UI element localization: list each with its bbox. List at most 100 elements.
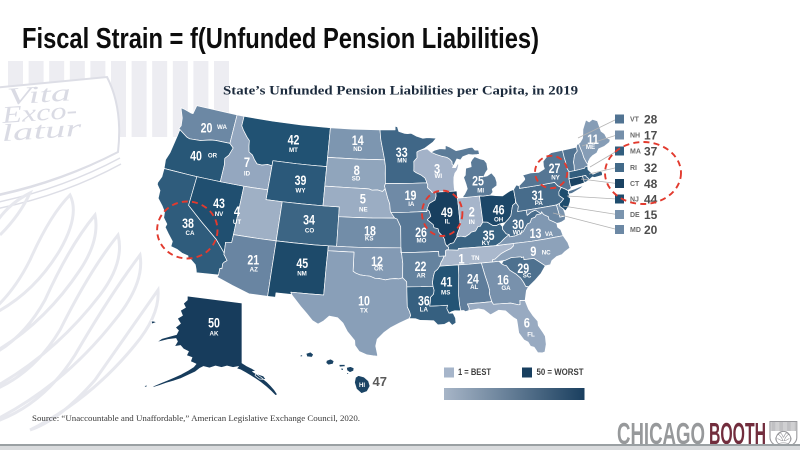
svg-text:8: 8 bbox=[354, 162, 360, 178]
svg-text:SC: SC bbox=[523, 273, 532, 280]
svg-text:41: 41 bbox=[441, 273, 453, 289]
svg-text:29: 29 bbox=[517, 260, 529, 276]
svg-text:20: 20 bbox=[201, 120, 213, 136]
svg-text:10: 10 bbox=[358, 293, 370, 309]
svg-text:12: 12 bbox=[371, 253, 383, 269]
svg-text:Fiscal Strain = f(Unfunded Pen: Fiscal Strain = f(Unfunded Pension Liabi… bbox=[22, 23, 539, 55]
svg-text:TX: TX bbox=[360, 308, 369, 315]
svg-text:IL: IL bbox=[445, 219, 451, 226]
svg-text:KY: KY bbox=[482, 240, 491, 247]
svg-text:ME: ME bbox=[586, 144, 595, 151]
svg-text:LA: LA bbox=[420, 306, 429, 313]
svg-text:MN: MN bbox=[397, 158, 407, 165]
svg-text:20: 20 bbox=[644, 223, 658, 237]
svg-text:11: 11 bbox=[587, 131, 599, 147]
svg-text:15: 15 bbox=[644, 208, 658, 222]
svg-text:34: 34 bbox=[303, 212, 315, 228]
svg-text:HI: HI bbox=[359, 383, 365, 389]
svg-text:16: 16 bbox=[497, 271, 509, 287]
svg-text:IN: IN bbox=[469, 219, 476, 226]
svg-text:AK: AK bbox=[210, 331, 219, 338]
svg-text:17: 17 bbox=[644, 129, 658, 143]
svg-text:PA: PA bbox=[535, 200, 544, 207]
svg-text:NY: NY bbox=[551, 175, 560, 182]
svg-text:19: 19 bbox=[405, 187, 417, 203]
svg-text:MA: MA bbox=[630, 149, 641, 156]
svg-text:NV: NV bbox=[215, 211, 224, 218]
svg-text:36: 36 bbox=[418, 293, 430, 309]
svg-text:22: 22 bbox=[415, 258, 427, 274]
svg-text:MT: MT bbox=[289, 147, 298, 154]
svg-text:MD: MD bbox=[630, 227, 641, 234]
svg-text:42: 42 bbox=[288, 132, 300, 148]
svg-text:Source: “Unaccountable and Una: Source: “Unaccountable and Unaffordable,… bbox=[32, 413, 360, 423]
svg-text:26: 26 bbox=[415, 224, 427, 240]
svg-text:14: 14 bbox=[352, 132, 364, 148]
svg-text:WY: WY bbox=[296, 188, 307, 195]
svg-text:49: 49 bbox=[441, 204, 453, 220]
svg-text:2: 2 bbox=[469, 204, 475, 220]
svg-text:25: 25 bbox=[472, 172, 484, 188]
svg-text:32: 32 bbox=[644, 161, 658, 175]
svg-text:18: 18 bbox=[364, 222, 376, 238]
svg-text:WV: WV bbox=[513, 230, 524, 237]
svg-text:3: 3 bbox=[434, 160, 440, 176]
svg-text:21: 21 bbox=[247, 252, 259, 268]
svg-text:24: 24 bbox=[467, 271, 479, 287]
svg-text:46: 46 bbox=[493, 201, 505, 217]
svg-text:6: 6 bbox=[524, 314, 530, 330]
svg-text:43: 43 bbox=[213, 195, 225, 211]
svg-text:FL: FL bbox=[527, 331, 535, 338]
svg-text:WA: WA bbox=[217, 124, 227, 131]
svg-text:VA: VA bbox=[545, 231, 554, 238]
svg-text:VT: VT bbox=[630, 117, 640, 124]
svg-text:ID: ID bbox=[244, 171, 251, 178]
svg-text:ND: ND bbox=[353, 146, 362, 153]
svg-text:50: 50 bbox=[208, 315, 220, 331]
svg-text:38: 38 bbox=[182, 215, 194, 231]
svg-text:7: 7 bbox=[244, 154, 250, 170]
svg-text:MI: MI bbox=[477, 187, 484, 194]
svg-text:1: 1 bbox=[458, 250, 464, 266]
svg-text:NH: NH bbox=[630, 133, 640, 140]
svg-text:Vita: Vita bbox=[6, 80, 72, 110]
svg-text:39: 39 bbox=[295, 172, 307, 188]
svg-text:OH: OH bbox=[494, 217, 504, 224]
svg-text:AL: AL bbox=[470, 284, 478, 291]
svg-text:1 = BEST: 1 = BEST bbox=[458, 367, 491, 378]
svg-text:45: 45 bbox=[296, 255, 308, 271]
svg-text:5: 5 bbox=[360, 191, 366, 207]
svg-text:Exco-: Exco- bbox=[0, 98, 78, 129]
svg-text:WI: WI bbox=[435, 173, 443, 180]
svg-text:40: 40 bbox=[190, 148, 202, 164]
svg-text:TN: TN bbox=[471, 255, 480, 262]
svg-text:9: 9 bbox=[530, 243, 536, 259]
svg-text:30: 30 bbox=[512, 216, 524, 232]
svg-text:13: 13 bbox=[530, 225, 542, 241]
svg-text:KS: KS bbox=[365, 236, 374, 243]
svg-text:47: 47 bbox=[373, 374, 387, 389]
svg-text:31: 31 bbox=[532, 187, 544, 203]
svg-text:28: 28 bbox=[644, 113, 658, 127]
svg-text:NE: NE bbox=[359, 206, 368, 213]
svg-text:CO: CO bbox=[305, 228, 314, 235]
svg-text:MO: MO bbox=[417, 238, 427, 245]
svg-text:MS: MS bbox=[441, 290, 450, 297]
svg-text:33: 33 bbox=[396, 144, 408, 160]
svg-text:27: 27 bbox=[549, 160, 561, 176]
svg-text:State’s Unfunded Pension Liabi: State’s Unfunded Pension Liabilities per… bbox=[223, 84, 578, 98]
svg-text:CA: CA bbox=[186, 230, 195, 237]
svg-text:OK: OK bbox=[374, 266, 384, 273]
svg-text:RI: RI bbox=[630, 165, 637, 172]
svg-text:GA: GA bbox=[501, 285, 511, 292]
svg-text:NC: NC bbox=[542, 250, 551, 257]
svg-text:50 = WORST: 50 = WORST bbox=[537, 367, 584, 378]
svg-text:35: 35 bbox=[483, 227, 495, 243]
svg-text:latur: latur bbox=[1, 116, 84, 148]
svg-text:NM: NM bbox=[297, 271, 307, 278]
svg-text:AZ: AZ bbox=[250, 267, 258, 274]
svg-text:4: 4 bbox=[234, 203, 240, 219]
svg-text:DE: DE bbox=[630, 212, 640, 219]
svg-text:48: 48 bbox=[644, 177, 658, 191]
svg-text:IA: IA bbox=[408, 201, 415, 208]
